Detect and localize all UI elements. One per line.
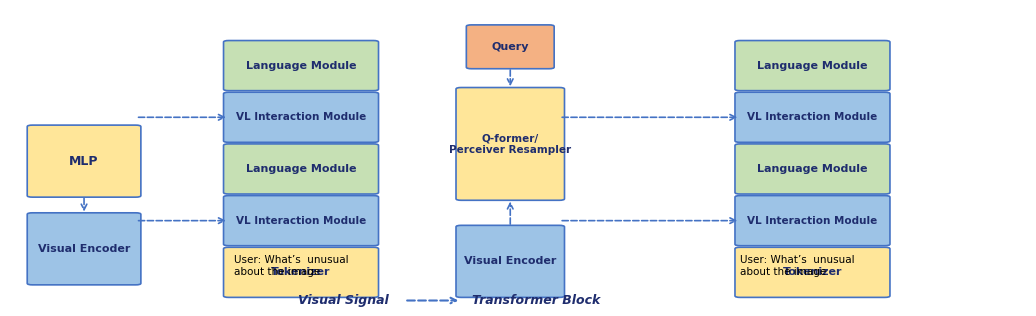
FancyBboxPatch shape (224, 144, 378, 194)
Text: Visual Encoder: Visual Encoder (38, 244, 131, 254)
Text: Transformer Block: Transformer Block (471, 294, 600, 307)
Text: Language Module: Language Module (757, 61, 868, 70)
Text: Q-former/
Perceiver Resampler: Q-former/ Perceiver Resampler (450, 133, 571, 155)
FancyBboxPatch shape (27, 213, 141, 285)
Text: VL Interaction Module: VL Interaction Module (236, 216, 366, 226)
Text: Visual Encoder: Visual Encoder (464, 256, 556, 266)
Text: Query: Query (491, 42, 529, 52)
FancyBboxPatch shape (224, 92, 378, 142)
FancyBboxPatch shape (735, 144, 890, 194)
FancyBboxPatch shape (735, 196, 890, 246)
Text: User: What’s  unusual
about the image: User: What’s unusual about the image (234, 255, 348, 277)
Text: Language Module: Language Module (757, 164, 868, 174)
FancyBboxPatch shape (735, 40, 890, 91)
Text: Tokenizer: Tokenizer (271, 267, 330, 277)
FancyBboxPatch shape (466, 25, 554, 69)
FancyBboxPatch shape (735, 247, 890, 297)
FancyBboxPatch shape (224, 196, 378, 246)
Text: Language Module: Language Module (246, 164, 356, 174)
Text: Tokenizer: Tokenizer (783, 267, 842, 277)
Text: User: What’s  unusual
about the image: User: What’s unusual about the image (740, 255, 855, 277)
FancyBboxPatch shape (456, 88, 565, 200)
FancyBboxPatch shape (456, 225, 565, 297)
FancyBboxPatch shape (224, 247, 378, 297)
Text: Visual Signal: Visual Signal (298, 294, 388, 307)
Text: MLP: MLP (69, 155, 98, 167)
Text: VL Interaction Module: VL Interaction Module (236, 112, 366, 122)
FancyBboxPatch shape (27, 125, 141, 197)
FancyBboxPatch shape (224, 40, 378, 91)
Text: VL Interaction Module: VL Interaction Module (747, 216, 877, 226)
Text: VL Interaction Module: VL Interaction Module (747, 112, 877, 122)
FancyBboxPatch shape (735, 92, 890, 142)
Text: Language Module: Language Module (246, 61, 356, 70)
